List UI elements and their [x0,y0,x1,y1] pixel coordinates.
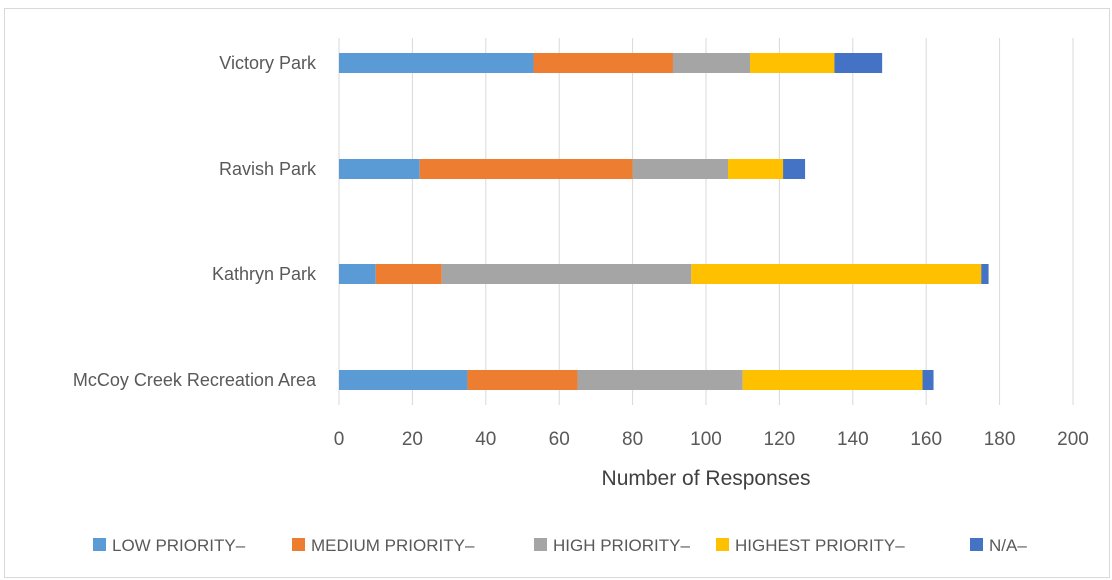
bars [339,53,989,390]
x-tick-label: 20 [402,429,423,450]
bar-highest-priority-2 [728,159,784,179]
x-tick-label: 80 [622,429,643,450]
bar-low-priority-2 [339,159,420,179]
bar-high-priority-2 [632,159,729,179]
legend-label: N/A– [989,536,1027,555]
bar-high-priority-3 [672,53,751,73]
bar-low-priority-1 [339,264,376,284]
legend-swatch [716,538,729,551]
chart-frame [4,8,1110,578]
legend: LOW PRIORITY– MEDIUM PRIORITY– HIGH PRIORI… [93,536,1027,555]
bar-high-priority-1 [441,264,692,284]
category-label: Kathryn Park [212,264,317,284]
legend-swatch [970,538,983,551]
x-tick-label: 40 [475,429,496,450]
bar-highest-priority-1 [691,264,982,284]
legend-swatch [93,538,106,551]
legend-label: LOW PRIORITY– [112,536,246,555]
category-label: Victory Park [219,53,317,73]
bar-n-a-3 [834,53,883,73]
bar-highest-priority-0 [742,370,923,390]
bar-medium-priority-0 [467,370,578,390]
bar-medium-priority-1 [375,264,442,284]
bar-n-a-1 [981,264,989,284]
x-axis-title: Number of Responses [602,467,811,490]
bar-n-a-2 [783,159,806,179]
x-tick-label: 0 [334,429,345,450]
gridlines [338,38,1074,405]
x-tick-label: 140 [837,429,869,450]
x-tick-label: 120 [764,429,796,450]
category-label: Ravish Park [219,159,317,179]
x-tick-label: 160 [910,429,942,450]
bar-medium-priority-3 [533,53,673,73]
legend-label: MEDIUM PRIORITY– [311,536,475,555]
bar-medium-priority-2 [419,159,633,179]
legend-swatch [292,538,305,551]
bar-low-priority-0 [339,370,468,390]
bar-high-priority-0 [577,370,743,390]
x-tick-label: 100 [690,429,722,450]
x-tick-label: 180 [984,429,1016,450]
category-label: McCoy Creek Recreation Area [73,370,317,390]
bar-low-priority-3 [339,53,534,73]
bar-highest-priority-3 [750,53,835,73]
x-tick-label: 200 [1057,429,1089,450]
bar-n-a-0 [922,370,934,390]
x-tick-labels: 0 20 40 60 80 100 120 140 160 180 200 [334,429,1089,450]
x-tick-label: 60 [549,429,570,450]
legend-label: HIGHEST PRIORITY– [735,536,905,555]
legend-label: HIGH PRIORITY– [553,536,691,555]
category-labels: McCoy Creek Recreation Area Kathryn Park R… [73,53,317,390]
legend-swatch [534,538,547,551]
